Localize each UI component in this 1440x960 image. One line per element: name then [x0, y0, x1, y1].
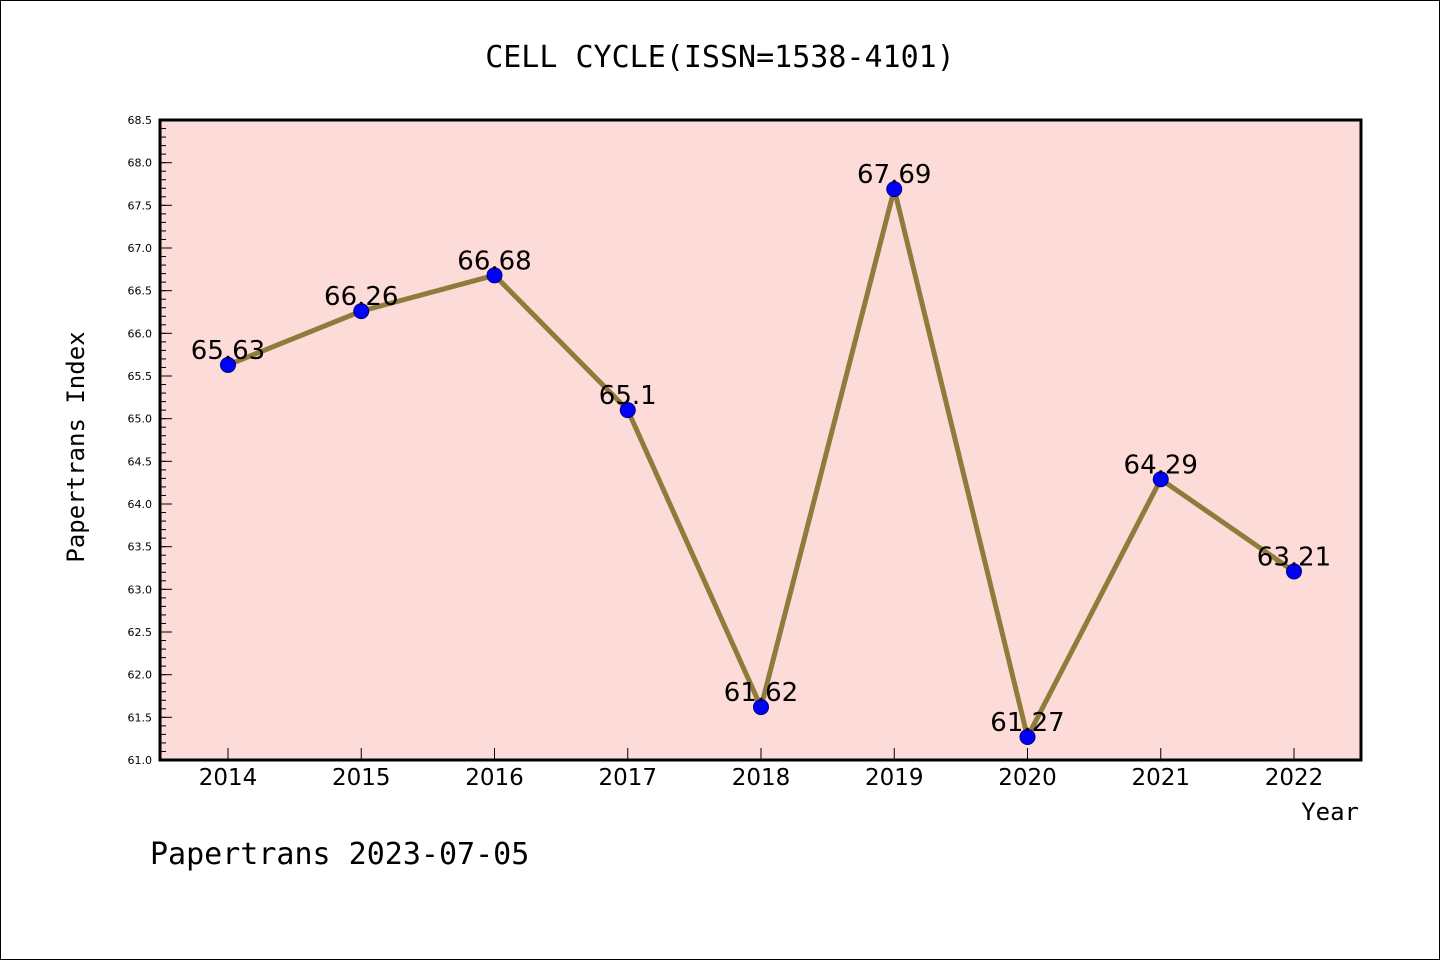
data-label: 65.1	[599, 381, 657, 411]
x-tick-label: 2019	[865, 765, 924, 791]
x-tick-label: 2015	[332, 765, 391, 791]
data-point	[486, 267, 503, 284]
data-label: 66.26	[324, 282, 398, 312]
y-tick-label: 68.0	[128, 157, 153, 170]
y-tick-label: 61.0	[128, 754, 153, 767]
x-tick-label: 2022	[1265, 765, 1324, 791]
data-point	[1152, 471, 1169, 488]
y-tick-label: 64.0	[128, 498, 153, 511]
data-point	[1286, 563, 1302, 580]
data-point	[220, 356, 236, 373]
data-point	[353, 303, 370, 320]
y-tick-label: 65.0	[128, 413, 153, 426]
y-tick-label: 66.0	[128, 327, 153, 340]
y-tick-label: 66.5	[128, 285, 153, 298]
data-label: 67.69	[857, 160, 931, 190]
data-point	[753, 699, 769, 716]
data-point	[619, 402, 636, 419]
data-label: 64.29	[1124, 450, 1198, 480]
y-tick-label: 63.0	[128, 583, 153, 596]
data-point	[1019, 728, 1036, 745]
x-tick-label: 2020	[998, 765, 1057, 791]
y-tick-label: 67.5	[128, 199, 153, 212]
footer-note: Papertrans 2023-07-05	[150, 837, 529, 872]
y-tick-label: 63.5	[128, 541, 153, 554]
plot-area	[160, 120, 1361, 760]
data-label: 61.62	[724, 678, 798, 708]
y-axis-label: Papertrans Index	[62, 331, 90, 562]
data-point	[886, 181, 903, 198]
y-tick-label: 62.0	[128, 669, 153, 682]
x-tick-label: 2021	[1131, 765, 1190, 791]
series-group: 65.63 66.26 66.68 65.1 61.62 67.69 61.27 64.29 6…	[191, 160, 1331, 745]
y-tick-label: 61.5	[128, 711, 153, 724]
plot-border	[158, 118, 1363, 762]
y-tick-label: 62.5	[128, 626, 153, 639]
data-label: 65.63	[191, 336, 265, 366]
x-tick-label: 2014	[199, 765, 258, 791]
x-axis-label: Year	[1301, 798, 1359, 826]
y-tick-label: 68.5	[128, 114, 153, 127]
y-axis: 61.0 61.5 62.0 62.5 63.0 63.5 64.0 64.5 65.0 65.5…	[128, 114, 172, 767]
y-tick-label: 67.0	[128, 242, 153, 255]
y-tick-label: 64.5	[128, 455, 153, 468]
data-label: 63.21	[1257, 542, 1331, 572]
data-label: 66.68	[457, 246, 531, 276]
y-tick-label: 65.5	[128, 370, 153, 383]
x-tick-label: 2018	[732, 765, 791, 791]
chart-title: CELL CYCLE(ISSN=1538-4101)	[485, 40, 955, 75]
x-tick-label: 2017	[598, 765, 657, 791]
x-axis: 2014 2015 2016 2017 2018 2019 2020 2021 2022	[199, 748, 1324, 791]
data-label: 61.27	[990, 708, 1064, 738]
x-tick-label: 2016	[465, 765, 524, 791]
